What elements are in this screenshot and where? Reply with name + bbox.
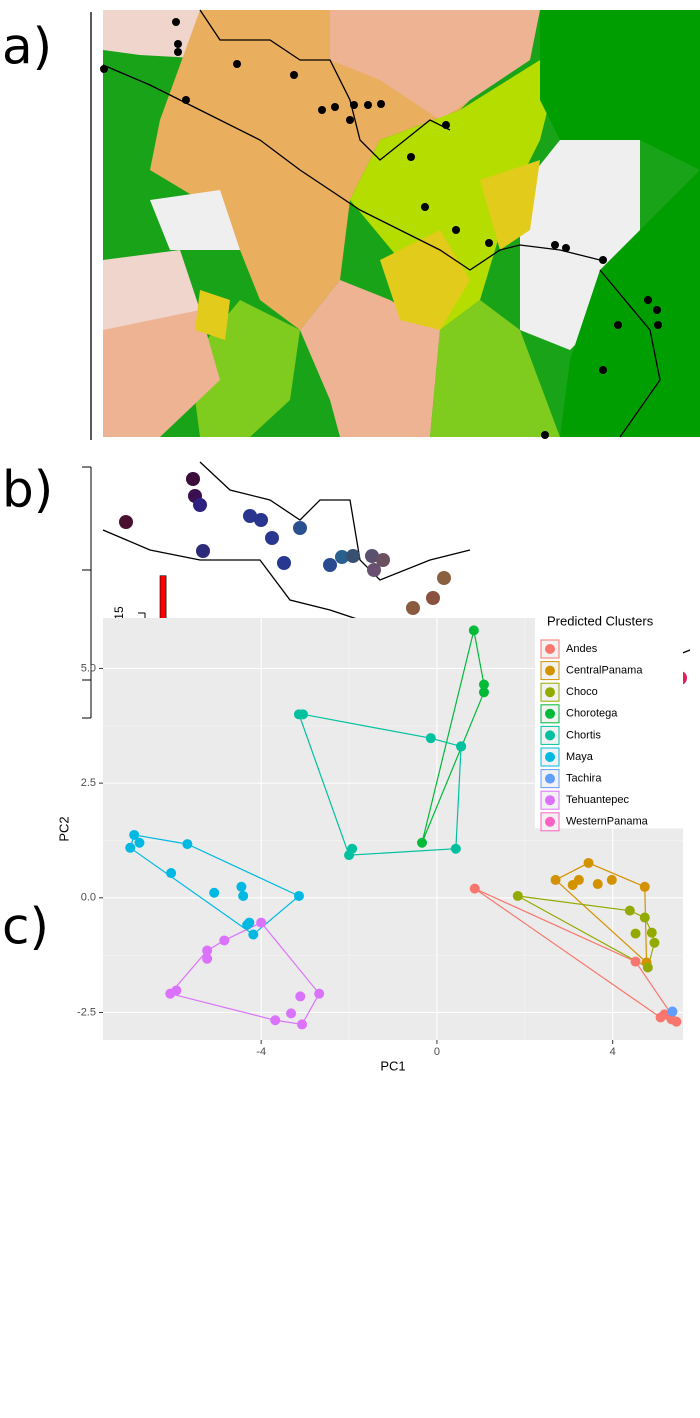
point bbox=[242, 919, 253, 930]
x-tick-label: 0 bbox=[434, 1046, 440, 1058]
legend-marker bbox=[545, 795, 555, 806]
point bbox=[583, 857, 594, 868]
point bbox=[248, 929, 259, 940]
map-a bbox=[90, 9, 700, 440]
point bbox=[478, 679, 489, 690]
legend-label: Chortis bbox=[566, 729, 601, 741]
legend-label: Tehuantepec bbox=[566, 794, 629, 806]
panel-label: c) bbox=[2, 898, 49, 956]
point bbox=[238, 890, 249, 901]
point bbox=[182, 839, 193, 850]
point bbox=[202, 945, 213, 956]
point bbox=[297, 709, 308, 720]
point bbox=[425, 733, 436, 744]
point bbox=[166, 868, 177, 879]
point bbox=[134, 837, 145, 848]
point bbox=[630, 956, 641, 967]
point bbox=[236, 881, 247, 892]
point bbox=[297, 1019, 308, 1030]
x-tick-label: -4 bbox=[256, 1046, 266, 1058]
point bbox=[642, 962, 653, 973]
point bbox=[512, 890, 523, 901]
point bbox=[209, 887, 220, 898]
point bbox=[256, 917, 267, 928]
point bbox=[468, 625, 479, 636]
point bbox=[639, 912, 650, 923]
panel-label: a) bbox=[2, 18, 52, 76]
point bbox=[219, 935, 230, 946]
legend-label: WesternPanama bbox=[566, 816, 649, 828]
point bbox=[646, 927, 657, 938]
point bbox=[344, 850, 355, 861]
point bbox=[286, 1008, 297, 1019]
point bbox=[293, 890, 304, 901]
point bbox=[456, 741, 467, 752]
point bbox=[295, 991, 306, 1002]
point bbox=[592, 879, 603, 890]
point bbox=[649, 937, 660, 948]
legend-background bbox=[535, 612, 683, 829]
point bbox=[671, 1016, 682, 1027]
legend-label: Andes bbox=[566, 643, 598, 655]
legend-label: Tachira bbox=[566, 773, 602, 785]
legend-label: Chorotega bbox=[566, 708, 618, 720]
point bbox=[202, 953, 213, 964]
point bbox=[624, 905, 635, 916]
y-tick-label: -2.5 bbox=[77, 1006, 96, 1018]
point bbox=[171, 985, 182, 996]
point bbox=[125, 842, 136, 853]
point bbox=[478, 687, 489, 698]
point bbox=[659, 1009, 670, 1020]
x-axis-title: PC1 bbox=[380, 1058, 405, 1073]
y-axis-title: PC2 bbox=[56, 816, 71, 841]
point bbox=[417, 837, 427, 848]
legend-label: Choco bbox=[566, 686, 598, 698]
y-tick-label: 0.0 bbox=[81, 892, 96, 904]
point bbox=[469, 883, 480, 894]
legend-marker bbox=[545, 773, 555, 784]
point bbox=[270, 1015, 281, 1026]
legend-marker bbox=[545, 708, 555, 719]
legend-title: Predicted Clusters bbox=[547, 613, 654, 628]
legend-marker bbox=[545, 730, 555, 741]
legend-marker bbox=[545, 816, 555, 827]
legend-label: Maya bbox=[566, 751, 594, 763]
point bbox=[606, 874, 617, 885]
y-tick-label: 5.0 bbox=[81, 662, 96, 674]
point bbox=[314, 988, 325, 999]
legend-label: CentralPanama bbox=[566, 665, 643, 677]
legend-marker bbox=[545, 665, 555, 676]
point bbox=[639, 881, 650, 892]
legend-marker bbox=[545, 752, 555, 762]
y-tick-label: 15 bbox=[112, 606, 126, 620]
point bbox=[550, 874, 561, 885]
point bbox=[573, 874, 584, 885]
x-tick-label: 4 bbox=[610, 1046, 616, 1058]
y-tick-label: 2.5 bbox=[81, 777, 96, 789]
legend-marker bbox=[545, 687, 555, 698]
point bbox=[667, 1006, 678, 1017]
point bbox=[630, 928, 641, 939]
point bbox=[129, 829, 140, 840]
point bbox=[450, 843, 461, 854]
legend-marker bbox=[545, 644, 555, 654]
panel-label: b) bbox=[2, 461, 53, 519]
